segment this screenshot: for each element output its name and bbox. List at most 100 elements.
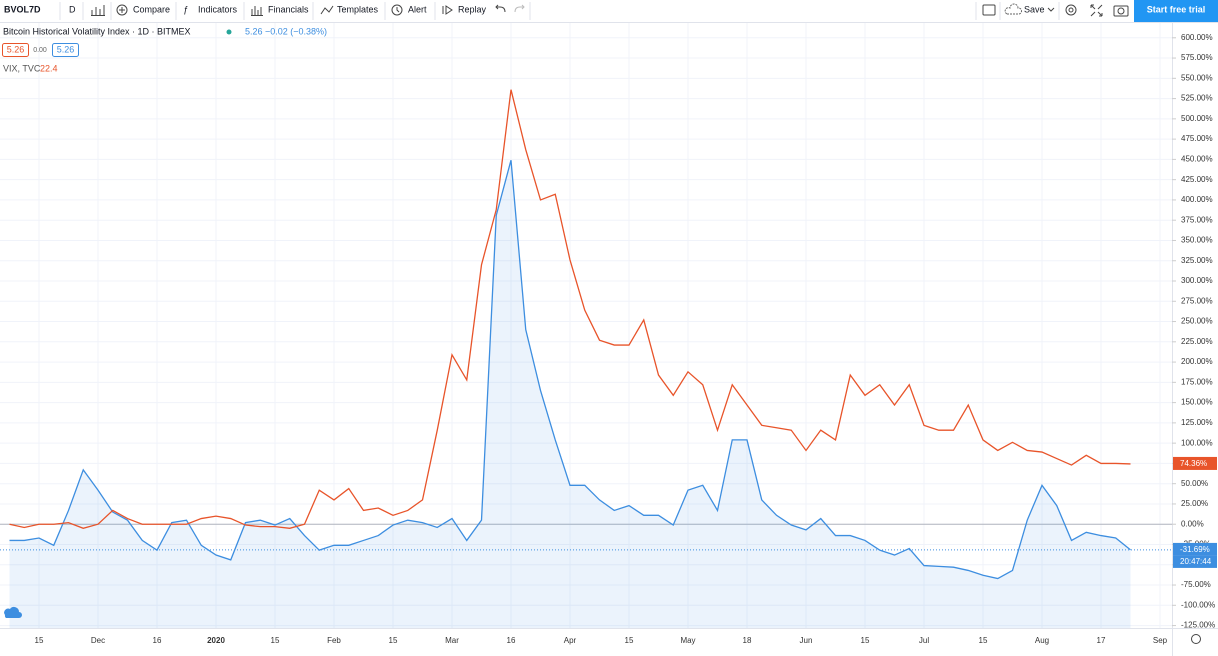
compare-icon-plus [119, 7, 125, 13]
plot-area [0, 23, 1172, 628]
cta-button[interactable] [1134, 0, 1218, 22]
fullscreen-icon[interactable] [1090, 4, 1103, 17]
save[interactable]: Save [1024, 4, 1045, 14]
y-tick-label: 425.00% [1181, 175, 1213, 184]
y-tick-label: 250.00% [1181, 317, 1213, 326]
settings-icon[interactable] [1065, 4, 1077, 16]
y-tick-label: 350.00% [1181, 236, 1213, 245]
series-line [9, 89, 1131, 529]
x-tick-label: Feb [327, 636, 341, 645]
financials[interactable]: Financials [268, 4, 309, 14]
bid[interactable]: 5.26 [7, 44, 25, 54]
compare[interactable]: Compare [133, 4, 170, 14]
countdown-box [1173, 555, 1217, 568]
x-tick-label: Aug [1035, 636, 1049, 645]
last-value-box [1173, 456, 1217, 470]
y-tick-label: 375.00% [1181, 215, 1213, 224]
y-tick-label: 50.00% [1181, 479, 1208, 488]
y-tick-label: 475.00% [1181, 134, 1213, 143]
y-tick-label: 450.00% [1181, 155, 1213, 164]
axis-settings-icon[interactable] [1191, 634, 1201, 644]
financials-icon[interactable] [251, 6, 263, 16]
y-tick-label: 300.00% [1181, 276, 1213, 285]
x-tick-label: 15 [861, 636, 870, 645]
snapshot-lens [1117, 7, 1125, 15]
cta-text[interactable]: Start free trial [1147, 4, 1206, 14]
alert-icon-hand [396, 7, 400, 13]
indicators-icon[interactable]: ƒ [183, 4, 188, 14]
y-tick-label: -75.00% [1181, 580, 1211, 589]
x-tick-label: 16 [153, 636, 162, 645]
x-tick-label: 15 [625, 636, 634, 645]
x-tick-label: 16 [507, 636, 516, 645]
alert-icon[interactable] [391, 4, 403, 16]
x-tick-label: 15 [979, 636, 988, 645]
y-tick-label: 575.00% [1181, 53, 1213, 62]
y-tick-label: 225.00% [1181, 337, 1213, 346]
x-tick-label: 15 [271, 636, 280, 645]
y-tick-label: 500.00% [1181, 114, 1213, 123]
y-tick-label: 25.00% [1181, 499, 1208, 508]
save-dropdown[interactable] [1047, 7, 1055, 12]
last-value-label: 74.36% [1180, 459, 1207, 468]
undo-icon[interactable] [495, 4, 506, 13]
series-area [9, 160, 1131, 628]
series-line [9, 160, 1131, 580]
x-tick-label: 2020 [207, 636, 225, 645]
legend-change: −0.02 (−0.38%) [265, 26, 327, 36]
chart-type-icon[interactable] [91, 5, 105, 16]
templates[interactable]: Templates [337, 4, 379, 14]
snapshot-icon[interactable] [1113, 5, 1129, 17]
save-icon[interactable] [1004, 3, 1023, 15]
replay[interactable]: Replay [458, 4, 487, 14]
x-tick-label: Sep [1153, 636, 1168, 645]
x-tick-label: 17 [1097, 636, 1106, 645]
y-tick-label: 125.00% [1181, 418, 1213, 427]
x-tick-label: Jul [919, 636, 929, 645]
replay-icon[interactable] [442, 5, 453, 15]
x-tick-label: 18 [743, 636, 752, 645]
x-tick-label: Mar [445, 636, 459, 645]
y-tick-label: 600.00% [1181, 33, 1213, 42]
y-tick-label: 275.00% [1181, 296, 1213, 305]
symbol[interactable]: BVOL7D [4, 4, 41, 14]
y-tick-label: 100.00% [1181, 438, 1213, 447]
y-tick-label: 400.00% [1181, 195, 1213, 204]
y-tick-label: 0.00% [1181, 519, 1204, 528]
y-tick-label: -100.00% [1181, 600, 1215, 609]
layout-icon[interactable] [982, 4, 996, 16]
compare-value: 22.4 [40, 63, 58, 73]
templates-icon[interactable] [320, 5, 334, 15]
bid-box[interactable] [2, 43, 29, 57]
x-tick-label: Jun [800, 636, 813, 645]
redo-icon[interactable] [514, 4, 525, 13]
y-tick-label: 150.00% [1181, 398, 1213, 407]
interval[interactable]: D [69, 4, 76, 14]
y-tick-label: 550.00% [1181, 73, 1213, 82]
x-tick-label: Apr [564, 636, 577, 645]
alert[interactable]: Alert [408, 4, 427, 14]
last-value-box [1173, 542, 1217, 556]
y-tick-label: 325.00% [1181, 256, 1213, 265]
toolbar: BVOL7D D Compare ƒ Indicators Financials… [0, 0, 1218, 23]
y-tick-label: 525.00% [1181, 94, 1213, 103]
x-tick-label: 15 [389, 636, 398, 645]
market-status [226, 29, 232, 35]
indicators[interactable]: Indicators [198, 4, 238, 14]
x-tick-label: Dec [91, 636, 105, 645]
last-value-label: -31.69% [1180, 545, 1210, 554]
compare-title: VIX, TVC [3, 63, 41, 73]
ask-box[interactable] [52, 43, 79, 57]
series-title: Bitcoin Historical Volatility Index · 1D… [3, 26, 191, 36]
brand-logo[interactable] [4, 607, 22, 618]
y-tick-label: -125.00% [1181, 621, 1215, 630]
settings-icon-core [1068, 7, 1074, 13]
compare-icon[interactable] [116, 4, 128, 16]
legend-price: 5.26 [245, 26, 263, 36]
x-tick-label: May [680, 636, 695, 645]
ask[interactable]: 5.26 [57, 44, 75, 54]
y-tick-label: 175.00% [1181, 377, 1213, 386]
spread: 0.00 [33, 47, 47, 54]
countdown: 20:47:44 [1180, 557, 1212, 566]
